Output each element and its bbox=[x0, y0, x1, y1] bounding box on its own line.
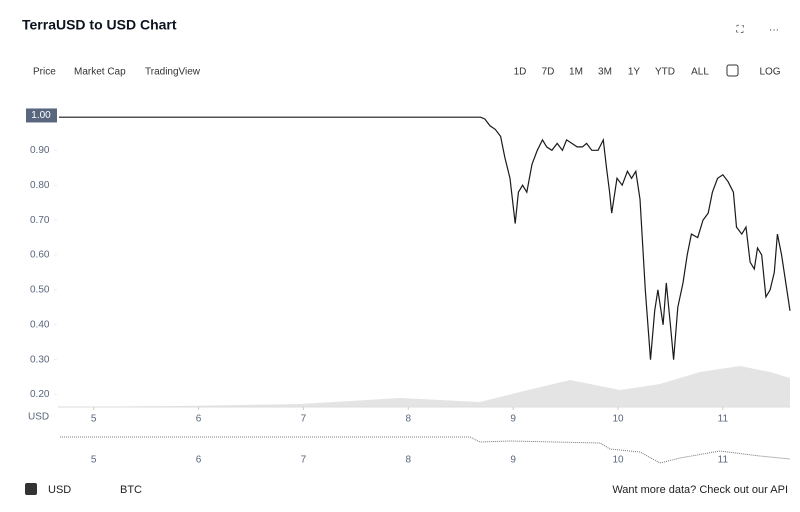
usd-icon bbox=[25, 483, 37, 495]
navigator-tick-label: 5 bbox=[91, 455, 97, 466]
y-tick-label: 0.30 bbox=[30, 354, 50, 365]
navigator-tick-label: 11 bbox=[718, 455, 729, 466]
price-line bbox=[59, 116, 791, 360]
x-tick-label: 6 bbox=[196, 414, 202, 425]
y-tick-label: 0.40 bbox=[30, 319, 50, 330]
x-tick-label: 7 bbox=[301, 414, 307, 425]
tab[interactable]: Market Cap bbox=[74, 67, 126, 78]
navigator-tick-label: 6 bbox=[196, 455, 202, 466]
y-tick-label: 0.80 bbox=[30, 180, 50, 191]
y-tick-label: 0.60 bbox=[30, 250, 50, 261]
currency-btc[interactable]: BTC bbox=[120, 484, 142, 496]
volume-area bbox=[58, 366, 790, 407]
current-price-box bbox=[26, 108, 57, 123]
x-tick-label: 9 bbox=[510, 414, 516, 425]
x-tick-label: 5 bbox=[91, 414, 97, 425]
footer: USD BTC Want more data? Check out our AP… bbox=[25, 483, 788, 496]
range-button[interactable]: 3M bbox=[598, 67, 612, 78]
navigator-tick-label: 10 bbox=[612, 455, 624, 466]
range-button[interactable]: 1Y bbox=[628, 67, 641, 78]
fullscreen-icon[interactable]: ⛶ bbox=[736, 25, 745, 36]
more-icon[interactable]: ··· bbox=[769, 25, 779, 36]
navigator-tick-label: 9 bbox=[510, 455, 516, 466]
y-tick-label: 0.90 bbox=[30, 145, 50, 156]
currency-usd[interactable]: USD bbox=[48, 484, 71, 496]
y-tick-label: 0.20 bbox=[30, 389, 50, 400]
x-tick-label: 8 bbox=[405, 414, 411, 425]
range-button[interactable]: 1M bbox=[569, 67, 583, 78]
calendar-icon[interactable] bbox=[726, 64, 739, 77]
current-price-label: 1.00 bbox=[31, 110, 51, 121]
range-button[interactable]: 1D bbox=[514, 67, 527, 78]
range-button[interactable]: YTD bbox=[655, 67, 675, 78]
navigator-tick-label: 7 bbox=[301, 455, 307, 466]
navigator-line bbox=[60, 436, 791, 464]
y-tick-label: 0.70 bbox=[30, 215, 50, 226]
x-tick-label: 10 bbox=[612, 414, 624, 425]
api-link[interactable]: Want more data? Check out our API bbox=[612, 484, 788, 496]
range-button[interactable]: ALL bbox=[691, 67, 709, 78]
tab[interactable]: Price bbox=[33, 67, 56, 78]
x-tick-label: 11 bbox=[718, 414, 729, 425]
y-tick-label: 0.50 bbox=[30, 285, 50, 296]
chart-title: TerraUSD to USD Chart bbox=[22, 17, 177, 33]
y-axis-label: USD bbox=[28, 412, 49, 423]
navigator-tick-label: 8 bbox=[405, 455, 411, 466]
tab[interactable]: TradingView bbox=[145, 67, 201, 78]
log-button[interactable]: LOG bbox=[759, 67, 780, 78]
range-button[interactable]: 7D bbox=[542, 67, 555, 78]
